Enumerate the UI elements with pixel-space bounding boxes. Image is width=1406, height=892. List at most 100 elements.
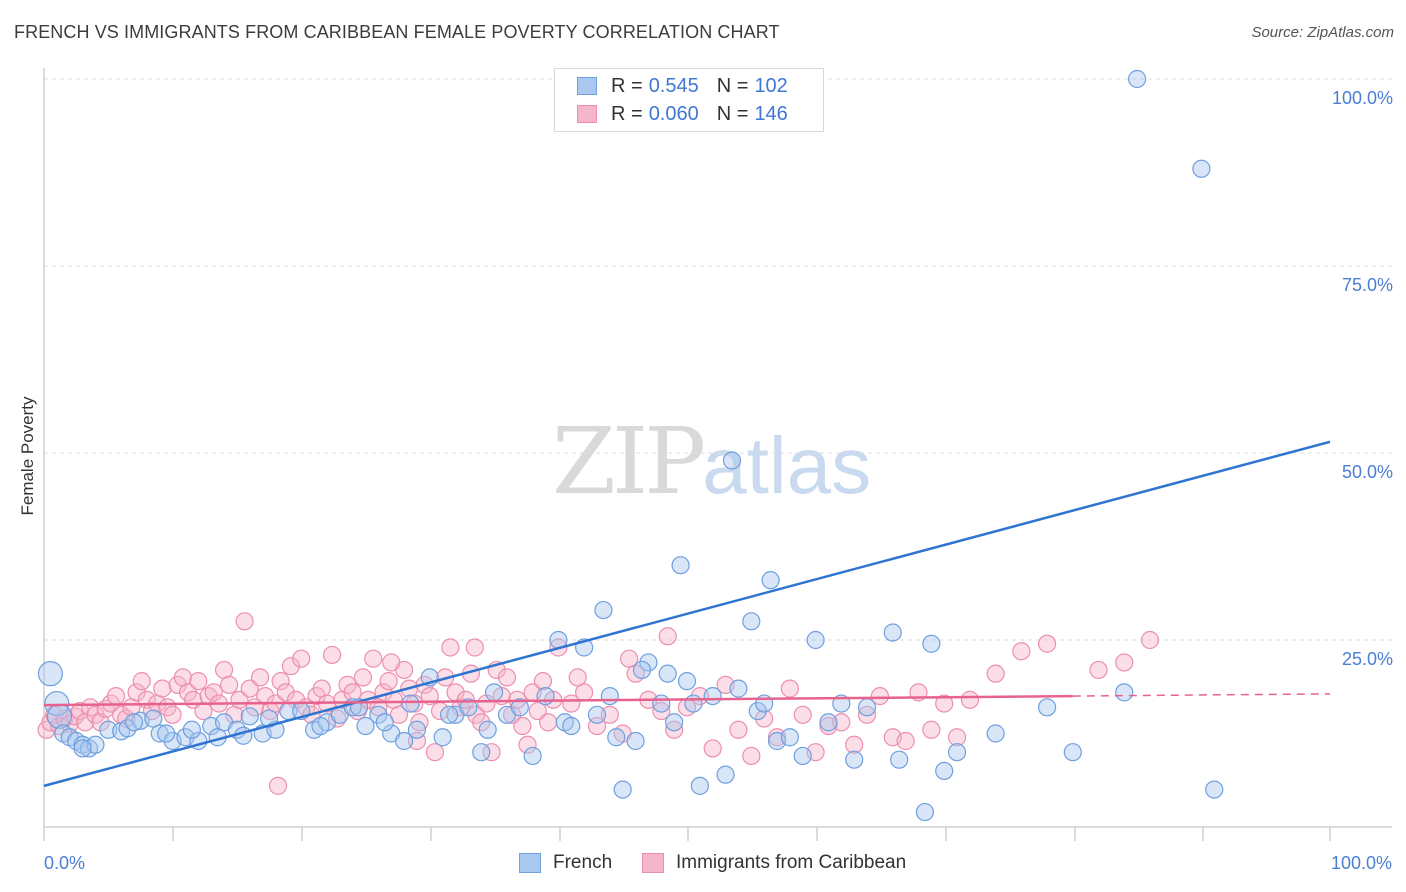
french-point	[182, 720, 201, 739]
caribbean-point	[322, 645, 342, 665]
bottom-legend-swatch-french	[519, 853, 541, 873]
caribbean-point	[220, 675, 239, 694]
french-point	[671, 556, 690, 575]
axes	[43, 68, 1392, 841]
french-points	[37, 69, 1224, 822]
y-tick-label: 50.0%	[1342, 462, 1393, 482]
french-point	[594, 600, 613, 620]
french-trend-line	[43, 440, 1331, 788]
french-point	[922, 634, 941, 653]
caribbean-point	[870, 686, 890, 706]
french-point	[459, 698, 478, 717]
caribbean-point	[410, 713, 429, 732]
gridlines	[44, 78, 1392, 641]
legend-n-label-french: N =	[716, 74, 749, 97]
french-point	[748, 701, 767, 721]
watermark: ZIPatlas	[552, 408, 871, 515]
french-point	[536, 686, 555, 706]
french-point	[433, 728, 452, 747]
french-point	[761, 571, 780, 590]
caribbean-point	[250, 668, 270, 687]
bottom-legend-swatch-caribbean	[642, 853, 664, 873]
caribbean-point	[780, 679, 799, 698]
caribbean-point	[132, 672, 151, 691]
french-point	[658, 664, 677, 683]
french-point	[890, 750, 909, 769]
legend-swatch-caribbean	[577, 105, 597, 123]
caribbean-point	[742, 746, 761, 766]
caribbean-point	[472, 713, 491, 732]
french-point	[915, 802, 935, 822]
french-point	[369, 705, 388, 724]
french-point	[703, 686, 722, 706]
x-tick-label: 100.0%	[1331, 853, 1392, 873]
caribbean-point	[922, 720, 941, 739]
caribbean-point	[235, 612, 254, 631]
french-point	[652, 694, 671, 713]
french-point	[510, 698, 529, 717]
caribbean-point	[620, 649, 639, 668]
french-point	[44, 690, 70, 717]
caribbean-point	[857, 705, 877, 724]
caribbean-point	[292, 649, 311, 668]
caribbean-point	[513, 716, 532, 736]
french-point	[665, 713, 684, 732]
french-point	[375, 713, 394, 732]
caribbean-point	[271, 672, 290, 691]
legend-row-french: R = 0.545 N = 102	[577, 73, 794, 99]
caribbean-point	[832, 713, 851, 732]
caribbean-point	[204, 683, 223, 702]
french-point	[1037, 698, 1057, 717]
french-point	[722, 451, 742, 470]
french-point	[935, 761, 954, 781]
caribbean-point	[441, 638, 460, 657]
caribbean-points	[37, 612, 1160, 795]
caribbean-point	[793, 705, 812, 724]
caribbean-point	[456, 690, 475, 709]
french-point	[562, 716, 581, 736]
french-point	[1127, 69, 1147, 89]
legend-n-value-caribbean: 146	[754, 102, 788, 125]
caribbean-point	[518, 735, 537, 754]
caribbean-point	[405, 694, 424, 713]
french-point	[677, 672, 697, 691]
legend-r-label-french: R =	[611, 74, 643, 97]
caribbean-point	[845, 735, 864, 754]
caribbean-point	[389, 705, 409, 724]
french-point	[1192, 159, 1211, 178]
caribbean-point	[364, 649, 383, 668]
french-point	[607, 728, 626, 747]
french-point	[439, 705, 459, 724]
tick-labels: 25.0% 50.0% 75.0% 100.0% 0.0% 100.0%	[44, 88, 1393, 873]
french-point	[144, 709, 163, 728]
caribbean-point	[276, 683, 295, 702]
caribbean-point	[420, 686, 439, 706]
french-point	[819, 713, 838, 732]
chart-title: FRENCH VS IMMIGRANTS FROM CARIBBEAN FEMA…	[14, 22, 780, 42]
caribbean-point	[1089, 660, 1108, 680]
caribbean-point	[382, 653, 401, 672]
caribbean-point	[1140, 630, 1160, 650]
caribbean-point	[425, 743, 445, 762]
bottom-legend-french: French	[519, 852, 612, 874]
bottom-legend-label-french: French	[553, 852, 613, 873]
caribbean-trend-line	[43, 694, 1073, 707]
french-point	[587, 705, 607, 724]
french-point	[401, 694, 420, 713]
french-point	[716, 765, 735, 784]
caribbean-point	[652, 701, 671, 721]
caribbean-point	[106, 686, 126, 706]
chart-source: Source: ZipAtlas.com	[1251, 24, 1394, 41]
caribbean-point	[665, 720, 684, 739]
french-point	[613, 780, 632, 799]
french-point	[73, 739, 92, 758]
caribbean-point	[1037, 634, 1057, 653]
caribbean-point	[281, 657, 301, 676]
legend-n-value-french: 102	[754, 74, 788, 97]
french-point	[1063, 743, 1082, 762]
caribbean-point	[465, 638, 484, 657]
french-point	[311, 716, 330, 736]
legend-swatch-french	[577, 77, 597, 95]
watermark-atlas: atlas	[702, 421, 872, 510]
y-tick-label: 25.0%	[1342, 649, 1393, 669]
